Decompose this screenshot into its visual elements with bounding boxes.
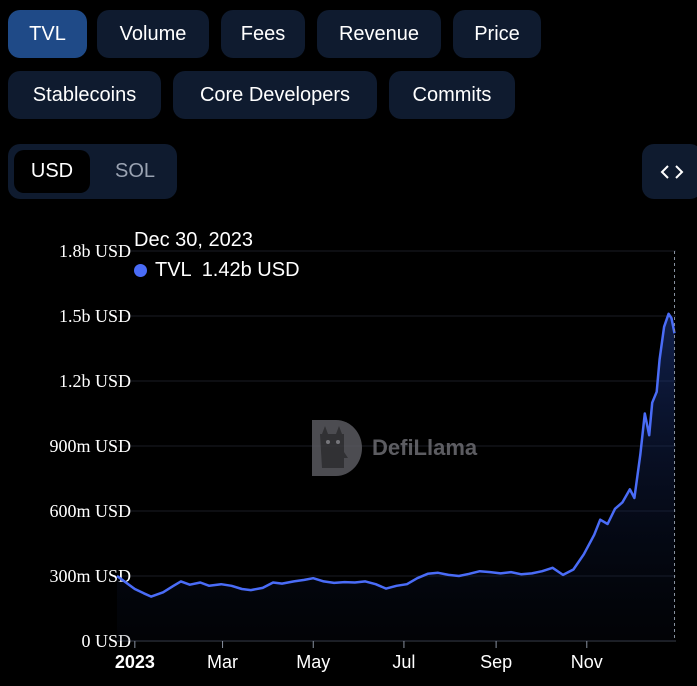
y-tick-label: 900m USD bbox=[49, 436, 131, 456]
tab-stablecoins[interactable]: Stablecoins bbox=[8, 71, 161, 119]
tooltip-row: TVL 1.42b USD bbox=[134, 259, 300, 282]
tab-commits[interactable]: Commits bbox=[389, 71, 515, 119]
x-tick-label: Nov bbox=[571, 652, 603, 672]
x-tick-label: 2023 bbox=[115, 652, 155, 672]
currency-option-usd[interactable]: USD bbox=[14, 150, 90, 193]
x-tick-label: Sep bbox=[480, 652, 512, 672]
y-tick-label: 600m USD bbox=[49, 501, 131, 521]
llama-logo-icon bbox=[312, 420, 362, 476]
tooltip-series: TVL bbox=[155, 259, 192, 281]
y-tick-label: 1.2b USD bbox=[59, 371, 131, 391]
series-dot-icon bbox=[134, 264, 147, 277]
tab-price[interactable]: Price bbox=[453, 10, 541, 58]
tab-tvl[interactable]: TVL bbox=[8, 10, 87, 58]
x-tick-label: May bbox=[296, 652, 330, 672]
currency-option-sol[interactable]: SOL bbox=[114, 160, 156, 182]
y-tick-label: 1.5b USD bbox=[59, 306, 131, 326]
tooltip-value: 1.42b USD bbox=[201, 259, 300, 281]
tvl-area bbox=[117, 313, 675, 641]
y-tick-label: 300m USD bbox=[49, 566, 131, 586]
tvl-line bbox=[116, 312, 676, 598]
x-tick-label: Mar bbox=[207, 652, 238, 672]
x-tick-label: Jul bbox=[392, 652, 415, 672]
tooltip-date: Dec 30, 2023 bbox=[134, 229, 253, 251]
embed-code-button[interactable] bbox=[642, 144, 697, 199]
tab-revenue[interactable]: Revenue bbox=[317, 10, 441, 58]
y-tick-label: 1.8b USD bbox=[59, 241, 131, 261]
tab-fees[interactable]: Fees bbox=[221, 10, 305, 58]
watermark-text: DefiLlama bbox=[372, 435, 478, 460]
tab-volume[interactable]: Volume bbox=[97, 10, 209, 58]
code-brackets-icon bbox=[660, 164, 684, 179]
currency-toggle: USD SOL bbox=[8, 144, 177, 199]
defillama-watermark: DefiLlama bbox=[308, 418, 477, 478]
tab-core-developers[interactable]: Core Developers bbox=[173, 71, 377, 119]
